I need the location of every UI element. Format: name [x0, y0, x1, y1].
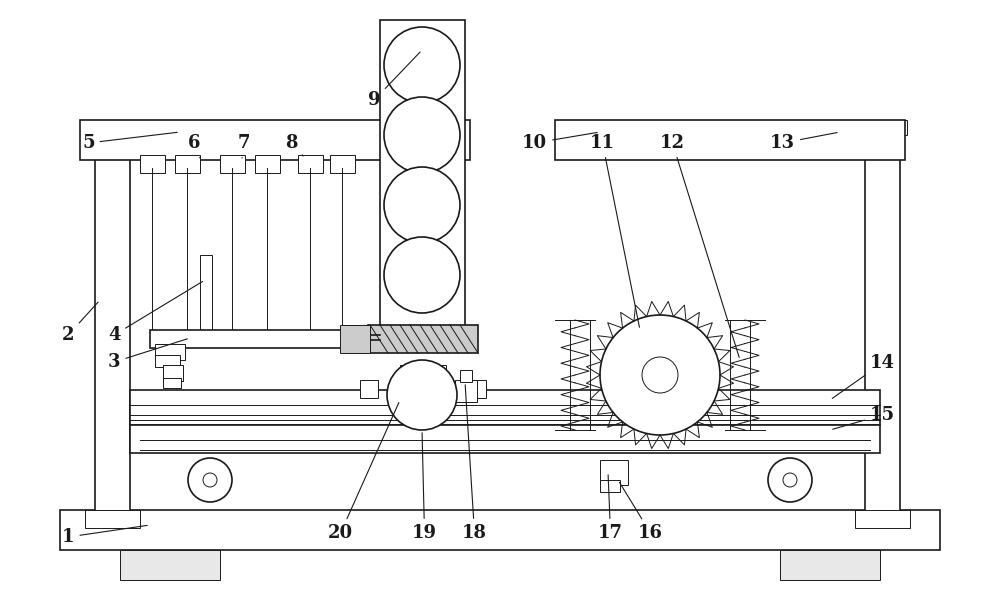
Text: 17: 17: [598, 475, 623, 542]
Circle shape: [387, 360, 457, 430]
Circle shape: [188, 458, 232, 502]
Bar: [175, 155, 200, 173]
Bar: [865, 130, 900, 515]
Bar: [85, 510, 140, 528]
Bar: [163, 378, 181, 388]
Bar: [460, 370, 472, 382]
Bar: [200, 255, 212, 345]
Bar: [455, 380, 477, 402]
Circle shape: [384, 97, 460, 173]
Bar: [330, 155, 355, 173]
Circle shape: [384, 237, 460, 313]
Bar: [155, 344, 185, 360]
Circle shape: [384, 167, 460, 243]
Bar: [255, 155, 280, 173]
Bar: [298, 155, 323, 173]
Text: 15: 15: [833, 406, 895, 429]
Text: 18: 18: [462, 385, 487, 542]
Text: 2: 2: [62, 302, 98, 344]
Bar: [163, 365, 183, 381]
Bar: [432, 365, 446, 395]
Text: 8: 8: [285, 134, 303, 156]
Circle shape: [642, 357, 678, 393]
Text: 19: 19: [412, 433, 437, 542]
Circle shape: [384, 27, 460, 103]
Bar: [360, 380, 378, 398]
Circle shape: [783, 473, 797, 487]
Text: 20: 20: [328, 403, 399, 542]
Bar: [150, 330, 370, 348]
Bar: [468, 380, 486, 398]
Text: 1: 1: [62, 525, 147, 546]
Bar: [220, 155, 245, 173]
Bar: [60, 510, 940, 550]
Bar: [555, 120, 905, 160]
Text: 12: 12: [660, 134, 739, 358]
Text: 16: 16: [619, 483, 663, 542]
Text: 7: 7: [238, 134, 251, 158]
Bar: [858, 120, 907, 135]
Text: 3: 3: [108, 339, 187, 371]
Bar: [600, 480, 620, 492]
Bar: [95, 130, 130, 515]
Bar: [155, 355, 180, 367]
Bar: [600, 460, 628, 485]
Circle shape: [203, 473, 217, 487]
Circle shape: [768, 458, 812, 502]
Bar: [130, 425, 880, 453]
Text: 9: 9: [368, 52, 420, 109]
Bar: [130, 390, 880, 425]
Circle shape: [600, 315, 720, 435]
Text: 5: 5: [82, 132, 177, 152]
Text: 13: 13: [770, 133, 837, 152]
Bar: [780, 550, 880, 580]
Text: 4: 4: [108, 281, 203, 344]
Bar: [397, 392, 415, 400]
Bar: [368, 325, 478, 353]
Bar: [400, 365, 414, 395]
Bar: [120, 550, 220, 580]
Bar: [855, 510, 910, 528]
Text: 11: 11: [590, 134, 639, 327]
Bar: [140, 155, 165, 173]
Bar: [432, 392, 450, 400]
Text: 14: 14: [832, 354, 895, 399]
Bar: [80, 120, 470, 160]
Bar: [88, 120, 137, 135]
Text: 10: 10: [522, 133, 597, 152]
Bar: [340, 325, 370, 353]
Bar: [380, 20, 465, 335]
Text: 6: 6: [188, 134, 201, 158]
